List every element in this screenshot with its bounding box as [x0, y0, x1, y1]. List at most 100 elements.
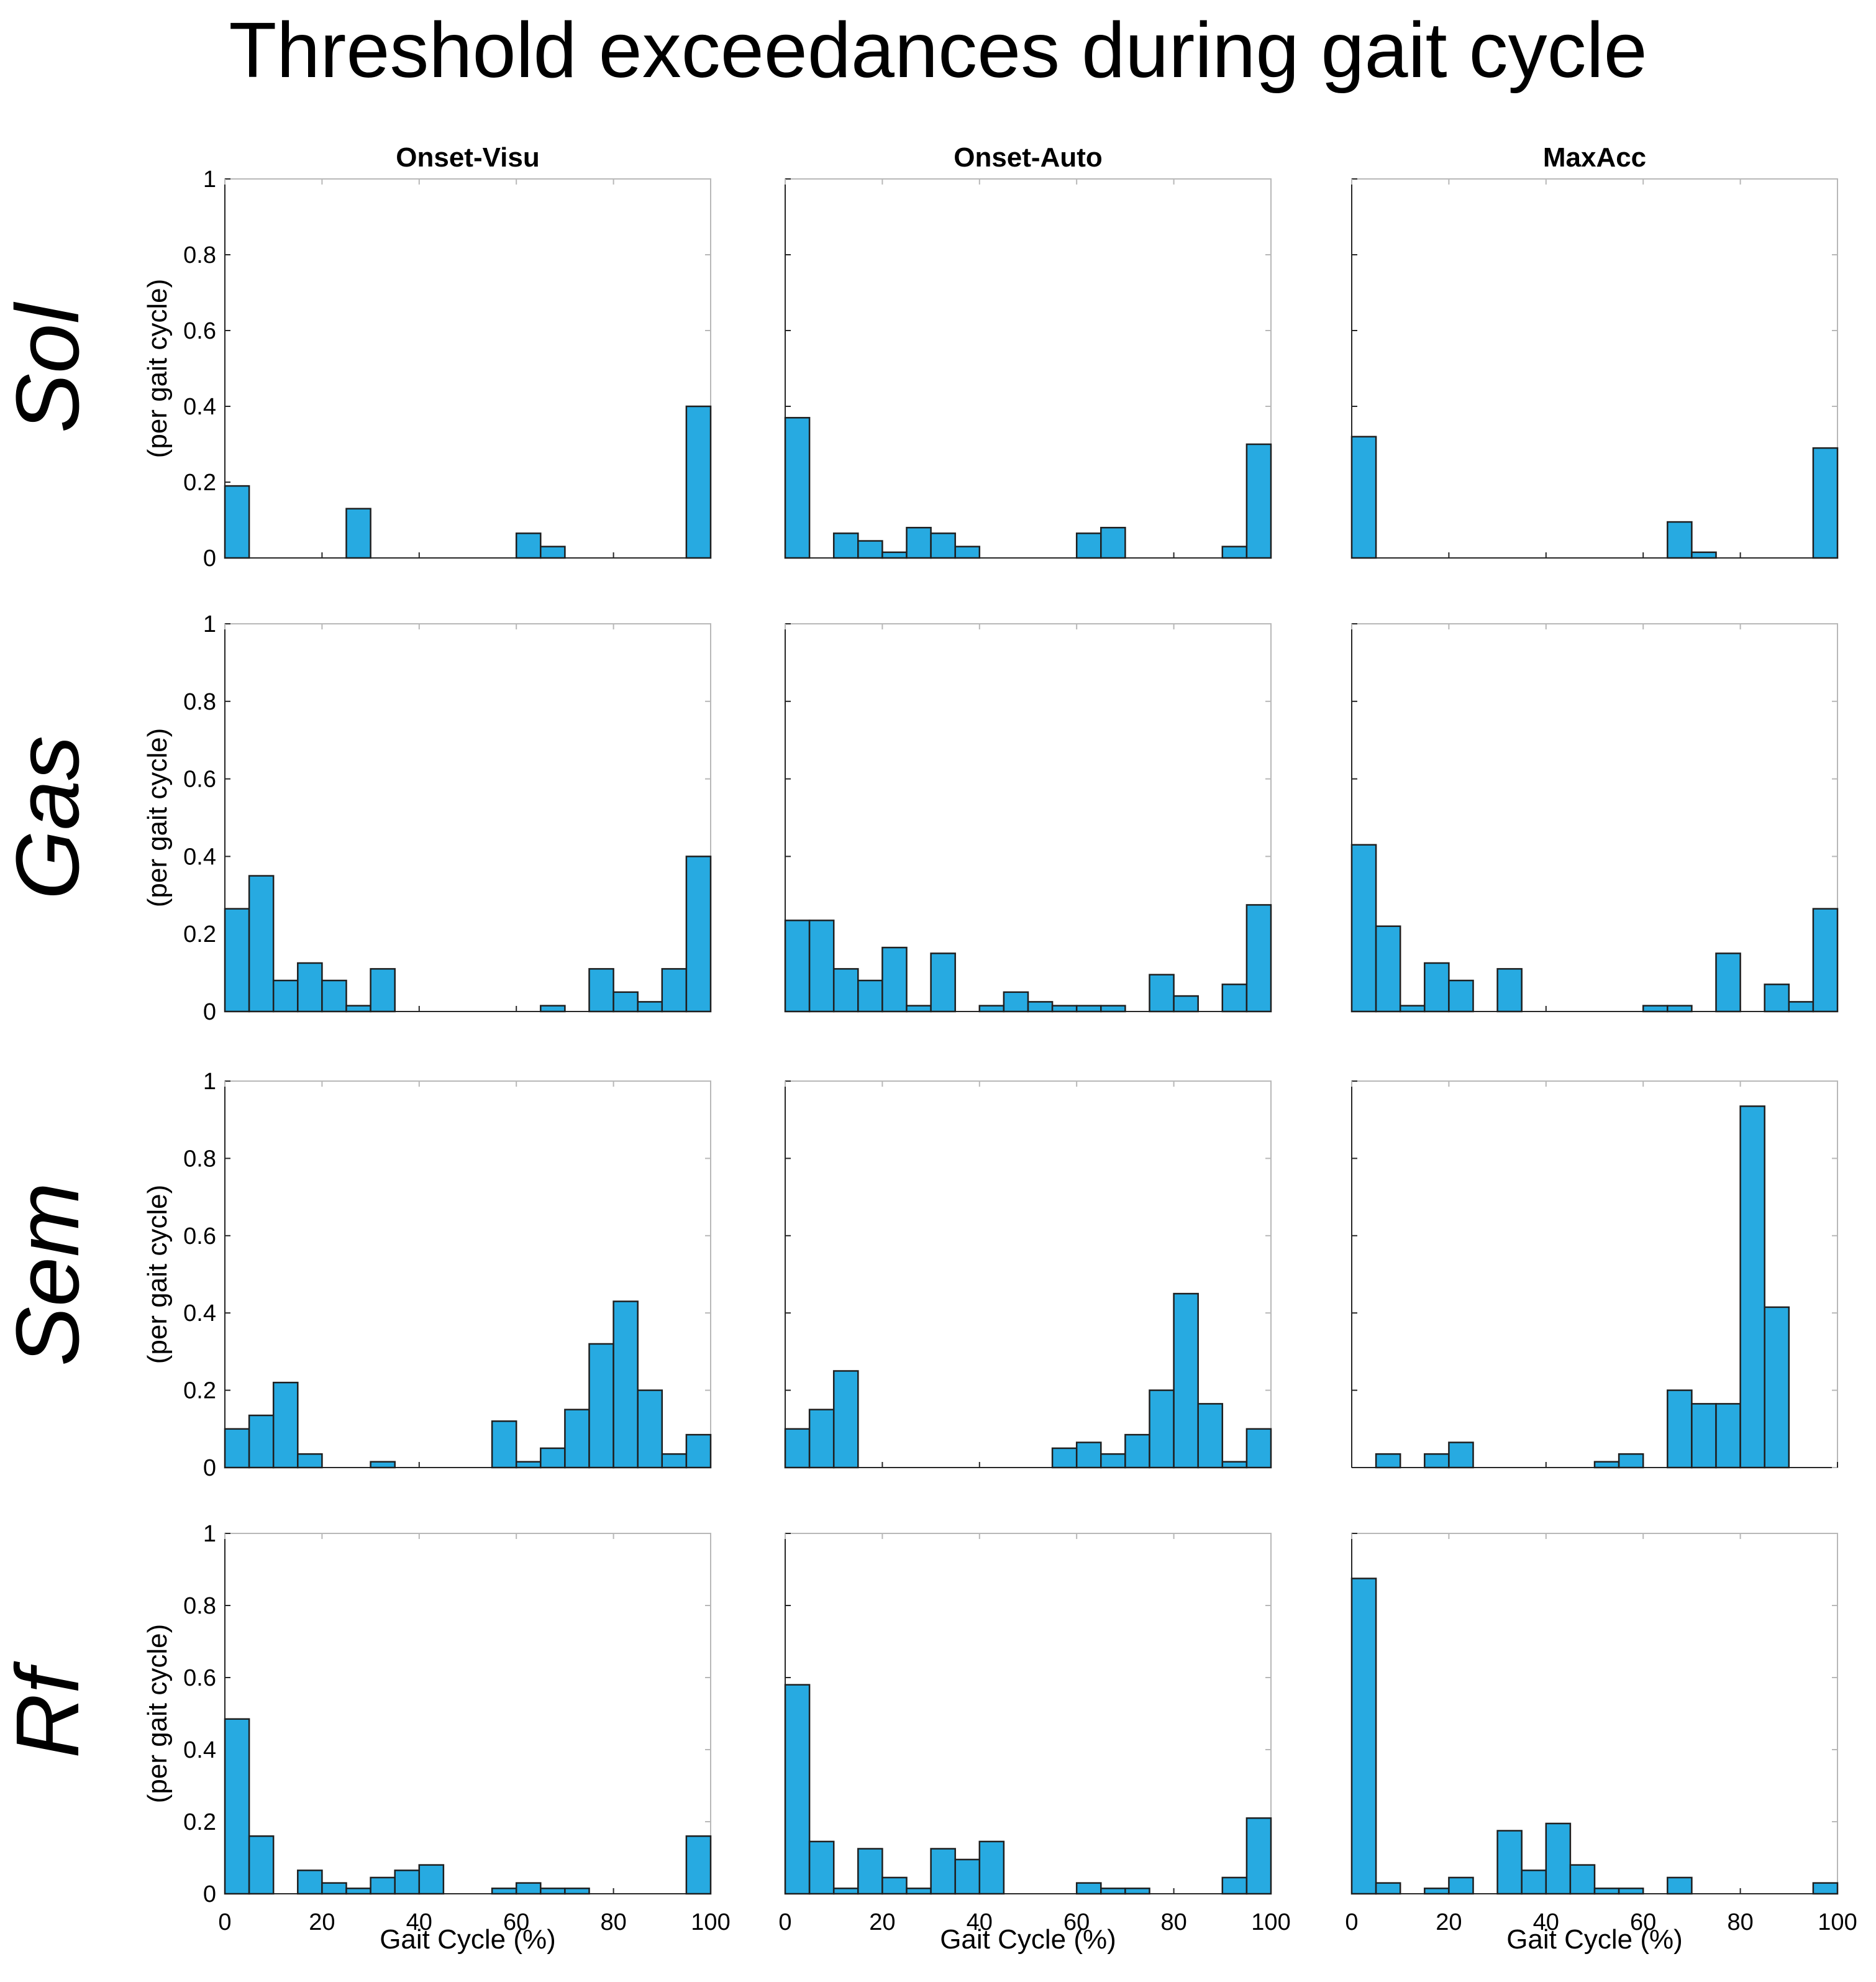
bar-gas-onset-visu-bin-18 [661, 968, 688, 1013]
x-axis-label: Gait Cycle (%) [1506, 1924, 1683, 1955]
bar-gas-onset-visu-bin-13 [540, 1005, 566, 1013]
bar-sem-onset-visu-bin-11 [491, 1420, 517, 1469]
x-tick-label: 60 [1063, 1909, 1090, 1935]
row-label: Sol [0, 301, 98, 433]
bar-rf-onset-auto-bin-4 [881, 1876, 908, 1895]
bar-rf-onset-visu-bin-0 [224, 1718, 250, 1895]
bar-sol-onset-auto-bin-19 [1245, 443, 1272, 559]
bar-sem-onset-auto-bin-19 [1245, 1428, 1272, 1469]
bar-rf-onset-visu-bin-11 [491, 1888, 517, 1895]
y-tick-label: 1 [203, 1521, 216, 1547]
bar-gas-maxacc-bin-0 [1350, 844, 1377, 1013]
bar-sem-onset-visu-bin-18 [661, 1453, 688, 1469]
bar-sem-onset-auto-bin-16 [1173, 1292, 1199, 1469]
y-tick-label: 0.8 [183, 689, 216, 715]
x-tick-label: 20 [869, 1909, 895, 1935]
bar-rf-maxacc-bin-19 [1812, 1882, 1839, 1895]
bar-sem-onset-visu-bin-0 [224, 1428, 250, 1469]
bar-rf-onset-visu-bin-5 [345, 1888, 371, 1895]
bar-rf-onset-auto-bin-7 [954, 1858, 981, 1895]
bar-rf-onset-visu-bin-19 [685, 1835, 712, 1895]
bar-sol-onset-auto-bin-6 [930, 532, 956, 559]
bar-gas-maxacc-bin-6 [1496, 968, 1523, 1013]
x-tick-label: 20 [309, 1909, 335, 1935]
row-label: Gas [0, 736, 98, 900]
x-tick-label: 100 [691, 1909, 730, 1935]
figure-title: Threshold exceedances during gait cycle [229, 6, 1647, 94]
bar-rf-onset-visu-bin-7 [394, 1870, 421, 1895]
bar-gas-maxacc-bin-12 [1642, 1005, 1669, 1013]
y-axis-label: (per gait cycle) [142, 1185, 173, 1364]
bar-sem-onset-visu-bin-17 [637, 1389, 663, 1469]
y-tick-label: 0.8 [183, 1593, 216, 1619]
x-axis-label: Gait Cycle (%) [940, 1924, 1116, 1955]
axes-box [1351, 623, 1838, 1012]
row-label: Rf [0, 1661, 98, 1758]
bar-rf-maxacc-bin-6 [1496, 1830, 1523, 1895]
axes-box [785, 623, 1272, 1012]
bar-sem-maxacc-bin-14 [1691, 1403, 1717, 1469]
bar-gas-onset-auto-bin-16 [1173, 995, 1199, 1013]
y-tick-label: 0 [203, 999, 216, 1025]
bar-gas-onset-visu-bin-2 [272, 979, 299, 1013]
bar-gas-onset-auto-bin-9 [1003, 991, 1029, 1013]
bar-rf-onset-auto-bin-3 [857, 1848, 883, 1895]
bar-sol-maxacc-bin-13 [1667, 521, 1693, 559]
bar-rf-maxacc-bin-11 [1618, 1888, 1644, 1895]
y-tick-label: 0.8 [183, 242, 216, 268]
bar-sem-onset-visu-bin-2 [272, 1381, 299, 1469]
bar-sem-onset-auto-bin-14 [1124, 1433, 1150, 1469]
axes-box [224, 178, 711, 559]
bar-rf-onset-auto-bin-1 [808, 1840, 835, 1895]
bar-sem-onset-visu-bin-16 [612, 1300, 639, 1469]
bar-sol-onset-auto-bin-4 [881, 551, 908, 559]
bar-rf-maxacc-bin-4 [1448, 1876, 1474, 1895]
x-tick-label: 20 [1436, 1909, 1462, 1935]
y-axis-label: (per gait cycle) [142, 1624, 173, 1804]
bar-sol-onset-visu-bin-0 [224, 485, 250, 559]
bar-rf-maxacc-bin-7 [1521, 1870, 1547, 1895]
bar-rf-onset-auto-bin-8 [978, 1840, 1005, 1895]
y-tick-label: 0.6 [183, 318, 216, 344]
axes-box [1351, 1533, 1838, 1894]
bar-gas-onset-visu-bin-1 [248, 875, 275, 1013]
bar-gas-onset-visu-bin-19 [685, 856, 712, 1013]
bar-sem-onset-visu-bin-12 [515, 1461, 542, 1469]
x-tick-label: 60 [1630, 1909, 1656, 1935]
bar-sol-onset-visu-bin-19 [685, 405, 712, 559]
y-tick-label: 0.6 [183, 1223, 216, 1249]
y-axis-label: (per gait cycle) [142, 728, 173, 908]
bar-gas-maxacc-bin-15 [1715, 952, 1741, 1013]
bar-sem-maxacc-bin-1 [1375, 1453, 1401, 1469]
column-title: Onset-Visu [396, 142, 539, 173]
column-title: MaxAcc [1543, 142, 1646, 173]
axes-box [1351, 178, 1838, 559]
bar-sem-onset-auto-bin-0 [784, 1428, 811, 1469]
bar-rf-maxacc-bin-13 [1667, 1876, 1693, 1895]
bar-gas-maxacc-bin-13 [1667, 1005, 1693, 1013]
bar-sem-onset-auto-bin-12 [1075, 1441, 1102, 1469]
bar-sol-onset-auto-bin-13 [1100, 526, 1126, 559]
bar-sem-maxacc-bin-15 [1715, 1403, 1741, 1469]
bar-gas-maxacc-bin-18 [1788, 1001, 1815, 1013]
y-tick-label: 0 [203, 1455, 216, 1481]
bar-gas-maxacc-bin-4 [1448, 979, 1474, 1013]
bar-sem-onset-visu-bin-14 [564, 1409, 590, 1469]
bar-sem-onset-auto-bin-18 [1221, 1461, 1248, 1469]
bar-sem-onset-visu-bin-3 [297, 1453, 323, 1469]
bar-sol-maxacc-bin-14 [1691, 551, 1717, 559]
bar-gas-onset-auto-bin-13 [1100, 1005, 1126, 1013]
bar-sem-maxacc-bin-17 [1764, 1306, 1790, 1469]
bar-rf-maxacc-bin-3 [1424, 1888, 1450, 1895]
axes-box [224, 623, 711, 1012]
bar-rf-maxacc-bin-1 [1375, 1882, 1401, 1895]
bar-rf-onset-visu-bin-1 [248, 1835, 275, 1895]
bar-rf-onset-visu-bin-12 [515, 1882, 542, 1895]
bar-sem-maxacc-bin-11 [1618, 1453, 1644, 1469]
bar-rf-onset-auto-bin-13 [1100, 1888, 1126, 1895]
bar-sem-onset-auto-bin-2 [832, 1370, 859, 1469]
bar-sol-onset-auto-bin-3 [857, 540, 883, 559]
bar-gas-onset-auto-bin-5 [906, 1005, 932, 1013]
bar-gas-onset-visu-bin-0 [224, 908, 250, 1013]
y-tick-label: 1 [203, 1069, 216, 1095]
